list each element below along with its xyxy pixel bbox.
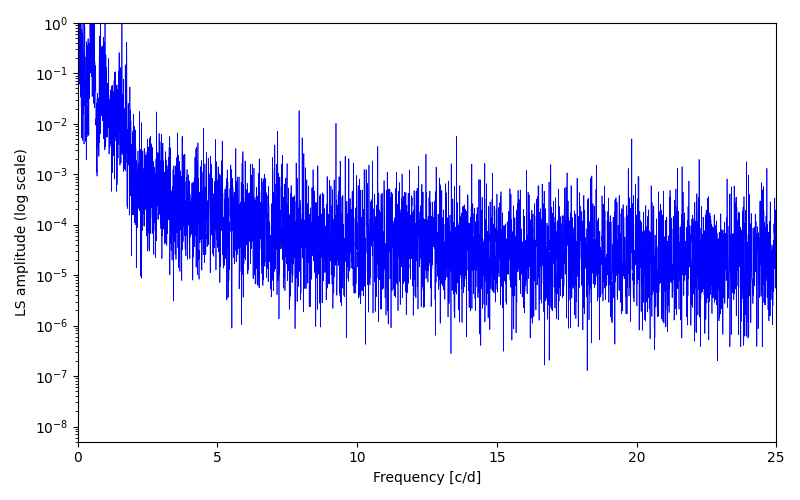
X-axis label: Frequency [c/d]: Frequency [c/d] [373, 471, 481, 485]
Y-axis label: LS amplitude (log scale): LS amplitude (log scale) [15, 148, 29, 316]
